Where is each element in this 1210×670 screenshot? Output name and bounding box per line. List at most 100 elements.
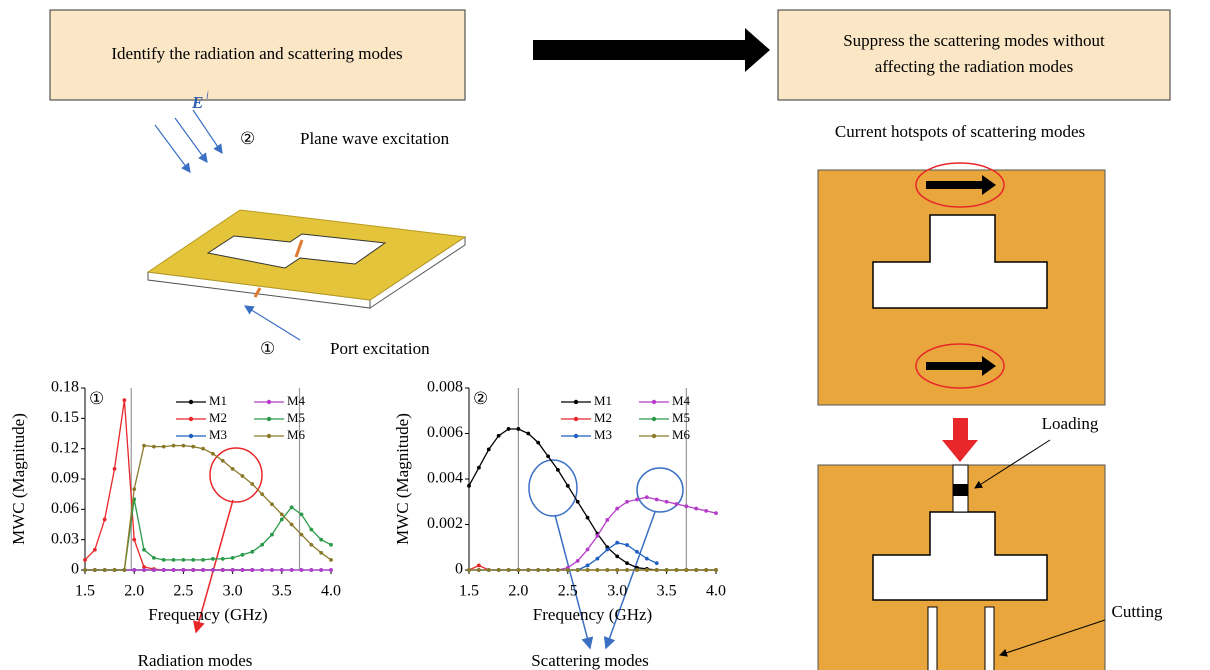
point [309, 568, 313, 572]
point [132, 487, 136, 491]
point [309, 528, 313, 532]
legend-label: M1 [594, 393, 612, 408]
point [152, 568, 156, 572]
y-tick-label: 0.12 [51, 439, 79, 456]
point [665, 500, 669, 504]
y-axis-label: MWC (Magnitude) [9, 413, 28, 545]
point [260, 543, 264, 547]
point [615, 554, 619, 558]
x-tick-label: 2.5 [558, 583, 578, 600]
point [270, 533, 274, 537]
point [477, 564, 481, 568]
point [191, 445, 195, 449]
point [250, 482, 254, 486]
point [329, 568, 333, 572]
x-tick-label: 2.0 [124, 583, 144, 600]
point [132, 568, 136, 572]
legend-label: M1 [209, 393, 227, 408]
legend-marker [652, 434, 656, 438]
point [497, 434, 501, 438]
point [625, 561, 629, 565]
point [290, 523, 294, 527]
point [556, 468, 560, 472]
point [241, 568, 245, 572]
label: Cutting [1111, 602, 1163, 621]
legend-label: M6 [672, 427, 691, 442]
point [280, 518, 284, 522]
series-line [469, 566, 716, 571]
legend-marker [652, 400, 656, 404]
point [566, 568, 570, 572]
point [546, 454, 550, 458]
point [162, 558, 166, 562]
point [270, 502, 274, 506]
point [329, 543, 333, 547]
point [319, 568, 323, 572]
x-tick-label: 1.5 [459, 583, 479, 600]
point [536, 568, 540, 572]
y-tick-label: 0.004 [427, 470, 463, 487]
point [93, 548, 97, 552]
point [625, 568, 629, 572]
point [526, 432, 530, 436]
point [270, 568, 274, 572]
point [290, 568, 294, 572]
series-line [85, 499, 331, 570]
point [605, 568, 609, 572]
point [586, 564, 590, 568]
point [113, 568, 117, 572]
e-sup: i [206, 90, 209, 101]
point [467, 484, 471, 488]
point [605, 548, 609, 552]
point [684, 504, 688, 508]
legend-marker [189, 400, 193, 404]
box-text: affecting the radiation modes [875, 57, 1073, 76]
point [280, 568, 284, 572]
point [93, 568, 97, 572]
box-text: Suppress the scattering modes without [843, 31, 1105, 50]
label: Radiation modes [138, 651, 253, 670]
point [132, 538, 136, 542]
x-tick-label: 2.0 [508, 583, 528, 600]
label: Scattering modes [531, 651, 649, 670]
point [231, 556, 235, 560]
x-tick-label: 3.0 [223, 583, 243, 600]
down-arrow [942, 418, 978, 462]
point [182, 558, 186, 562]
legend-marker [574, 400, 578, 404]
legend-marker [267, 434, 271, 438]
y-axis-label: MWC (Magnitude) [393, 413, 412, 545]
point [300, 568, 304, 572]
point [714, 511, 718, 515]
legend-label: M2 [594, 410, 612, 425]
point [241, 474, 245, 478]
label: Current hotspots of scattering modes [835, 122, 1085, 141]
y-tick-label: 0.002 [427, 515, 463, 532]
point [586, 568, 590, 572]
point [497, 568, 501, 572]
point [250, 568, 254, 572]
annotation-arrow [555, 515, 590, 648]
point [260, 492, 264, 496]
legend-marker [267, 417, 271, 421]
point [684, 568, 688, 572]
point [172, 558, 176, 562]
point [142, 568, 146, 572]
label: Port excitation [330, 339, 430, 358]
y-tick-label: 0.18 [51, 379, 79, 396]
x-tick-label: 4.0 [321, 583, 341, 600]
point [635, 550, 639, 554]
point [300, 512, 304, 516]
point [477, 466, 481, 470]
box [778, 10, 1170, 100]
point [694, 568, 698, 572]
point [645, 557, 649, 561]
cut [928, 607, 937, 670]
point [507, 568, 511, 572]
cut [985, 607, 994, 670]
legend-label: M2 [209, 410, 227, 425]
point [201, 568, 205, 572]
point [635, 498, 639, 502]
x-tick-label: 3.0 [607, 583, 627, 600]
point [635, 568, 639, 572]
